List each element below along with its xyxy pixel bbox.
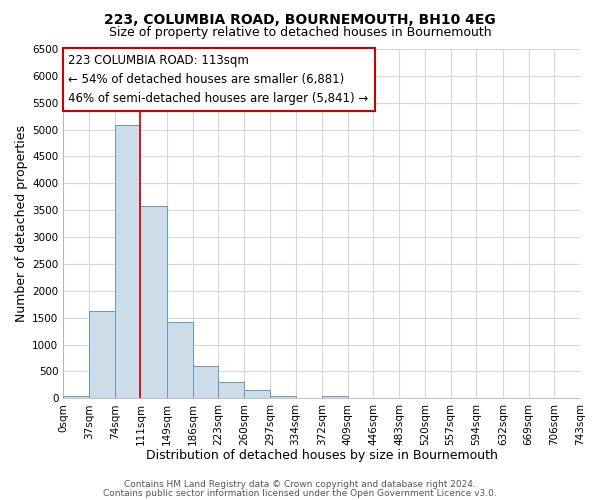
Text: Size of property relative to detached houses in Bournemouth: Size of property relative to detached ho… (109, 26, 491, 39)
Text: 223 COLUMBIA ROAD: 113sqm
← 54% of detached houses are smaller (6,881)
46% of se: 223 COLUMBIA ROAD: 113sqm ← 54% of detac… (68, 54, 368, 105)
Text: 223, COLUMBIA ROAD, BOURNEMOUTH, BH10 4EG: 223, COLUMBIA ROAD, BOURNEMOUTH, BH10 4E… (104, 12, 496, 26)
Text: Contains public sector information licensed under the Open Government Licence v3: Contains public sector information licen… (103, 488, 497, 498)
Bar (89, 310, 115, 398)
Text: Contains HM Land Registry data © Crown copyright and database right 2024.: Contains HM Land Registry data © Crown c… (124, 480, 476, 489)
Y-axis label: Number of detached properties: Number of detached properties (15, 125, 28, 322)
Bar (193, 366, 218, 398)
Bar (218, 382, 244, 398)
Bar (140, 206, 167, 398)
Bar (244, 390, 270, 398)
Bar (115, 126, 140, 398)
Bar (270, 396, 296, 398)
Bar (63, 396, 89, 398)
Bar (167, 322, 193, 398)
Bar (322, 396, 348, 398)
X-axis label: Distribution of detached houses by size in Bournemouth: Distribution of detached houses by size … (146, 450, 497, 462)
